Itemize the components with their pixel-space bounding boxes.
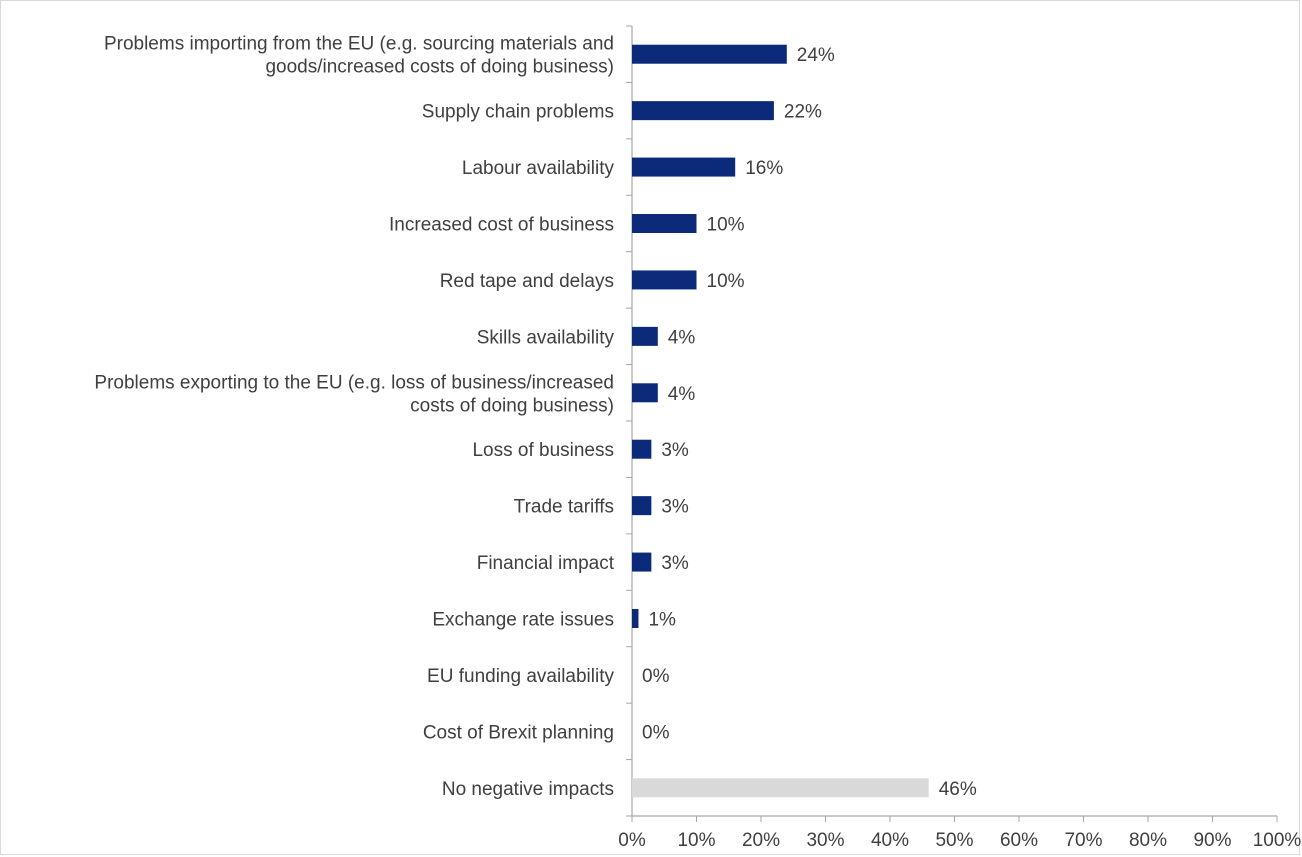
bar (632, 44, 787, 64)
bar (632, 496, 652, 516)
bar (632, 439, 652, 459)
data-label: 3% (661, 553, 689, 574)
bar (632, 609, 639, 628)
category-label-line: Problems exporting to the EU (e.g. loss … (94, 372, 614, 393)
category-label: Financial impact (477, 553, 615, 574)
category-label-line: Skills availability (477, 327, 615, 348)
category-label-line: Red tape and delays (440, 271, 614, 292)
category-label-line: Supply chain problems (422, 102, 614, 123)
data-label: 10% (707, 271, 745, 292)
category-label-line: Labour availability (462, 158, 615, 179)
category-label: Labour availability (462, 158, 615, 179)
data-label: 24% (797, 45, 835, 66)
x-tick-label: 70% (1064, 830, 1102, 851)
x-tick-label: 40% (871, 830, 909, 851)
category-label: Supply chain problems (422, 102, 614, 123)
category-label-line: goods/increased costs of doing business) (265, 57, 614, 78)
category-label-line: Cost of Brexit planning (423, 722, 614, 743)
bar (632, 270, 697, 290)
bar (632, 101, 774, 121)
data-label: 10% (707, 215, 745, 236)
data-label: 0% (642, 722, 670, 743)
data-label: 22% (784, 102, 822, 123)
category-label-line: Exchange rate issues (432, 610, 614, 631)
x-tick-label: 100% (1253, 830, 1302, 851)
category-label: Problems exporting to the EU (e.g. loss … (94, 372, 614, 416)
x-tick-label: 20% (742, 830, 780, 851)
x-tick-label: 50% (935, 830, 973, 851)
bar (632, 214, 697, 233)
category-label-line: costs of doing business) (410, 395, 614, 416)
category-label: Skills availability (477, 327, 615, 348)
bar (632, 778, 929, 798)
data-label: 3% (661, 440, 689, 461)
category-label-line: Problems importing from the EU (e.g. sou… (104, 34, 614, 55)
data-label: 1% (648, 610, 676, 631)
bar (632, 326, 658, 346)
data-label: 4% (668, 384, 696, 405)
bar (632, 552, 652, 572)
category-label-line: No negative impacts (442, 779, 614, 800)
category-label: Cost of Brexit planning (423, 722, 614, 743)
category-label: Red tape and delays (440, 271, 614, 292)
category-label-line: Trade tariffs (514, 497, 614, 518)
category-label: Increased cost of business (389, 215, 614, 236)
data-label: 3% (661, 497, 689, 518)
x-tick-label: 30% (806, 830, 844, 851)
category-label: No negative impacts (442, 779, 614, 800)
x-tick-label: 60% (1000, 830, 1038, 851)
x-tick-label: 0% (618, 830, 646, 851)
category-label-line: EU funding availability (427, 666, 614, 687)
category-label-line: Loss of business (472, 440, 614, 461)
data-label: 46% (939, 779, 977, 800)
bar (632, 157, 736, 177)
data-label: 16% (745, 158, 783, 179)
category-label: Trade tariffs (514, 497, 614, 518)
category-label-line: Increased cost of business (389, 215, 614, 236)
bar (632, 383, 658, 403)
data-label: 4% (668, 327, 696, 348)
category-label: EU funding availability (427, 666, 614, 687)
category-label: Loss of business (472, 440, 614, 461)
category-label: Exchange rate issues (432, 610, 614, 631)
x-tick-label: 80% (1129, 830, 1167, 851)
x-tick-label: 90% (1193, 830, 1231, 851)
x-tick-label: 10% (677, 830, 715, 851)
category-label: Problems importing from the EU (e.g. sou… (104, 34, 614, 78)
category-label-line: Financial impact (477, 553, 615, 574)
data-label: 0% (642, 666, 670, 687)
